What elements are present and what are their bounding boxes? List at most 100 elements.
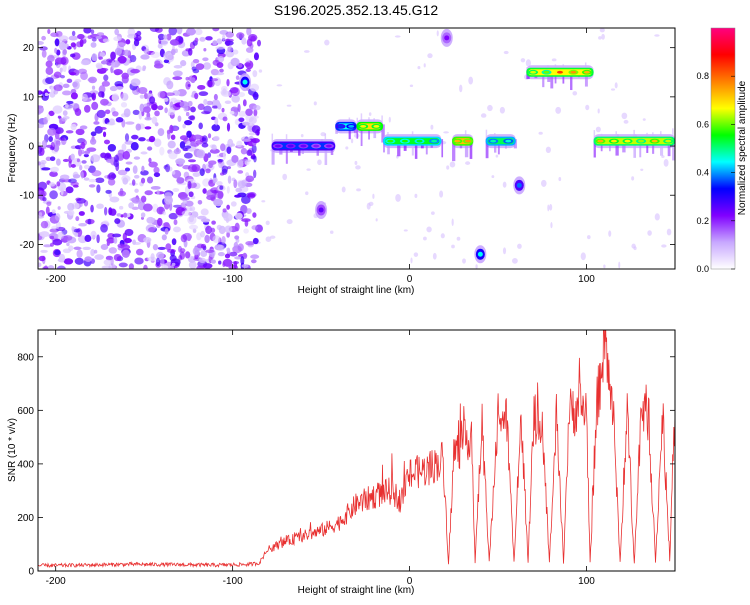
- noise-blob: [50, 166, 59, 173]
- noise-blob: [220, 172, 225, 176]
- noise-blob: [234, 222, 240, 232]
- noise-blob: [91, 170, 102, 177]
- noise-blob: [69, 71, 77, 76]
- noise-blob: [188, 224, 199, 230]
- noise-blob: [190, 77, 196, 84]
- noise-blob: [140, 151, 148, 155]
- noise-blob: [213, 135, 220, 142]
- band-tail: [271, 144, 275, 165]
- faint-speck: [432, 252, 437, 260]
- noise-blob: [197, 199, 203, 205]
- noise-blob: [169, 265, 175, 269]
- noise-blob: [233, 261, 238, 269]
- noise-blob: [233, 241, 239, 249]
- noise-blob: [179, 135, 188, 141]
- noise-blob: [217, 102, 222, 110]
- noise-blob: [216, 62, 224, 69]
- band-peak: [570, 70, 577, 74]
- noise-blob: [198, 91, 209, 97]
- noise-blob: [168, 28, 178, 36]
- noise-blob: [60, 74, 65, 79]
- faint-speck: [547, 204, 550, 212]
- spectrogram-frame: [37, 27, 676, 270]
- x-tick-label: 100: [578, 274, 595, 285]
- noise-blob: [200, 230, 205, 238]
- noise-blob: [41, 139, 48, 148]
- noise-blob: [65, 186, 74, 194]
- noise-blob: [59, 67, 63, 73]
- noise-blob: [148, 157, 152, 163]
- noise-blob: [255, 129, 260, 136]
- faint-speck: [440, 233, 445, 239]
- noise-blob: [190, 106, 196, 113]
- noise-blob: [143, 236, 152, 243]
- noise-blob: [197, 103, 205, 111]
- noise-blob: [211, 105, 219, 109]
- noise-blob: [140, 177, 146, 184]
- noise-blob: [108, 247, 118, 254]
- noise-blob: [237, 180, 246, 189]
- noise-blob: [167, 140, 176, 149]
- noise-blob: [236, 159, 244, 168]
- noise-blob: [96, 184, 101, 193]
- noise-blob: [112, 111, 119, 117]
- faint-speck: [446, 165, 450, 170]
- faint-speck: [282, 173, 288, 181]
- noise-blob: [84, 234, 92, 242]
- band-tail: [464, 139, 469, 158]
- spot-core: [318, 207, 324, 213]
- faint-speck: [597, 108, 600, 114]
- noise-blob: [53, 71, 62, 78]
- faint-speck: [549, 204, 553, 211]
- noise-blob: [112, 233, 122, 238]
- spectral-band: [526, 62, 594, 91]
- noise-blob: [132, 165, 138, 174]
- noise-blob: [156, 189, 160, 195]
- noise-blob: [113, 253, 122, 262]
- faint-speck: [640, 168, 644, 171]
- noise-blob: [250, 254, 260, 259]
- noise-blob: [66, 100, 74, 105]
- noise-blob: [114, 28, 120, 36]
- noise-blob: [77, 33, 85, 40]
- noise-blob: [99, 51, 106, 58]
- noise-blob: [237, 170, 244, 174]
- noise-blob: [111, 60, 115, 70]
- noise-blob: [57, 231, 65, 240]
- noise-blob: [75, 216, 80, 222]
- noise-blob: [70, 53, 76, 58]
- noise-blob: [198, 122, 203, 130]
- band-tail: [356, 124, 359, 139]
- noise-blob: [74, 108, 82, 116]
- band-tail: [639, 139, 642, 158]
- noise-blob: [166, 33, 172, 41]
- noise-blob: [226, 78, 230, 87]
- noise-blob: [109, 208, 117, 216]
- band-tail: [383, 139, 385, 153]
- noise-blob: [171, 262, 176, 267]
- noise-blob: [164, 228, 169, 235]
- noise-blob: [171, 170, 176, 175]
- faint-speck: [525, 59, 532, 67]
- noise-blob: [165, 92, 175, 96]
- faint-speck: [355, 165, 361, 170]
- spectral-spot: [315, 200, 328, 219]
- noise-blob: [185, 111, 190, 117]
- faint-speck: [403, 229, 408, 232]
- noise-blob: [202, 178, 211, 187]
- noise-blob: [185, 28, 196, 36]
- noise-blob: [188, 115, 195, 121]
- faint-speck: [580, 252, 586, 261]
- band-tail: [485, 129, 488, 142]
- noise-blob: [63, 258, 74, 265]
- noise-blob: [221, 85, 228, 92]
- noise-blob: [90, 154, 101, 163]
- spectral-band: [593, 128, 675, 161]
- noise-blob: [48, 110, 55, 117]
- noise-blob: [203, 98, 208, 106]
- noise-blob: [210, 259, 216, 264]
- band-peak: [313, 144, 320, 148]
- noise-blob: [71, 30, 76, 37]
- snr-panel: -200 -100 0 100 0 200 400 600 800 Height of stra…: [7, 329, 676, 596]
- noise-blob: [205, 225, 213, 235]
